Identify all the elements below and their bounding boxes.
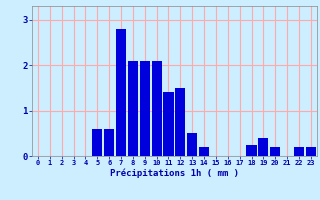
Bar <box>104 129 114 156</box>
Bar <box>92 129 102 156</box>
Bar <box>258 138 268 156</box>
Bar <box>140 61 150 156</box>
Bar <box>306 147 316 156</box>
Bar <box>294 147 304 156</box>
Bar <box>187 133 197 156</box>
X-axis label: Précipitations 1h ( mm ): Précipitations 1h ( mm ) <box>110 169 239 178</box>
Bar <box>270 147 280 156</box>
Bar <box>199 147 209 156</box>
Bar <box>164 92 173 156</box>
Bar <box>116 29 126 156</box>
Bar <box>246 145 257 156</box>
Bar <box>152 61 162 156</box>
Bar <box>175 88 185 156</box>
Bar <box>128 61 138 156</box>
